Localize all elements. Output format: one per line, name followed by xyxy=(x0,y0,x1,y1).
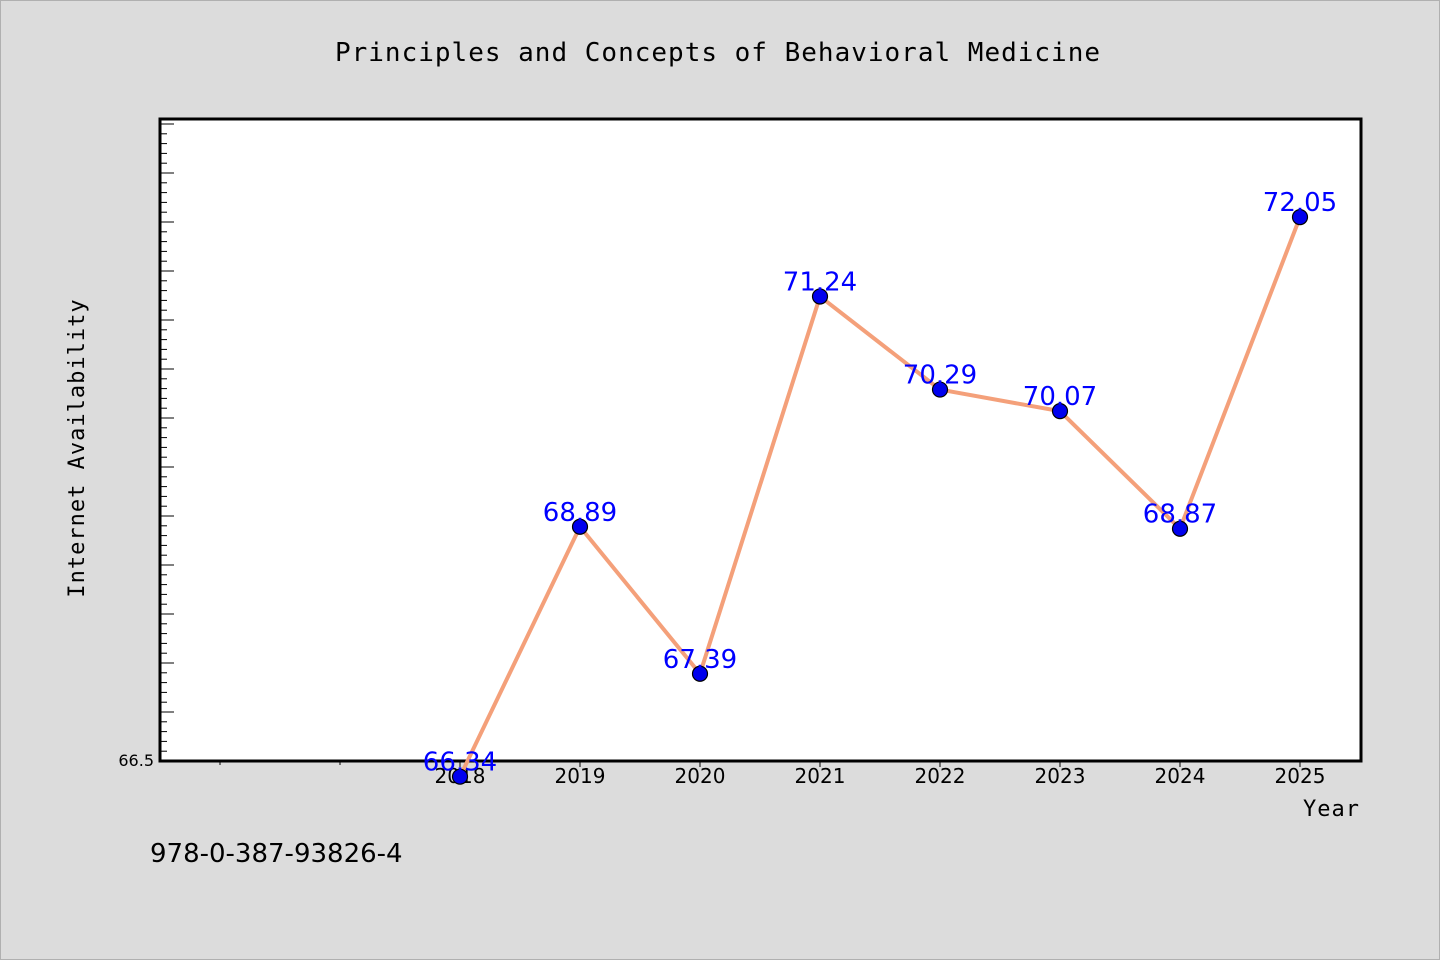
data-label: 68.89 xyxy=(543,498,617,528)
series-line xyxy=(458,216,1302,778)
data-point-marker xyxy=(1051,403,1069,420)
data-label: 67.39 xyxy=(663,645,737,675)
data-label: 70.29 xyxy=(903,361,977,391)
y-axis-ticks xyxy=(160,123,174,752)
x-tick-label: 2019 xyxy=(555,764,606,788)
data-point-marker xyxy=(691,665,709,682)
data-label: 68.87 xyxy=(1143,500,1217,530)
data-point-marker xyxy=(1171,520,1189,537)
data-label: 71.24 xyxy=(783,267,857,297)
x-axis-ticks: 20182019202020212022202320242025 xyxy=(219,761,1326,788)
x-tick-label: 2022 xyxy=(915,764,966,788)
isbn-text: 978-0-387-93826-4 xyxy=(150,839,403,869)
x-tick-label: 2024 xyxy=(1155,764,1206,788)
plot-area xyxy=(158,117,1363,763)
x-tick-label: 2021 xyxy=(795,764,846,788)
data-point-marker xyxy=(931,381,949,398)
x-axis-label: Year xyxy=(1303,797,1360,822)
data-label: 66.34 xyxy=(423,748,497,778)
chart-title: Principles and Concepts of Behavioral Me… xyxy=(335,38,1101,68)
data-label: 72.05 xyxy=(1263,188,1337,218)
y-axis-label: Internet Availability xyxy=(65,298,90,597)
data-point-marker xyxy=(451,768,469,785)
data-point-marker xyxy=(571,518,589,535)
series-group: 66.34 68.89 67.39 71.24 70.29 70.07 68.87 72.05 xyxy=(423,188,1337,785)
x-tick-label: 2023 xyxy=(1035,764,1086,788)
y-axis-min-label: 66.5 xyxy=(118,751,154,770)
x-tick-label: 2020 xyxy=(675,764,726,788)
x-tick-label: 2025 xyxy=(1275,764,1326,788)
data-point-marker xyxy=(1291,209,1309,226)
data-point-marker xyxy=(811,288,829,305)
data-label: 70.07 xyxy=(1023,382,1097,412)
